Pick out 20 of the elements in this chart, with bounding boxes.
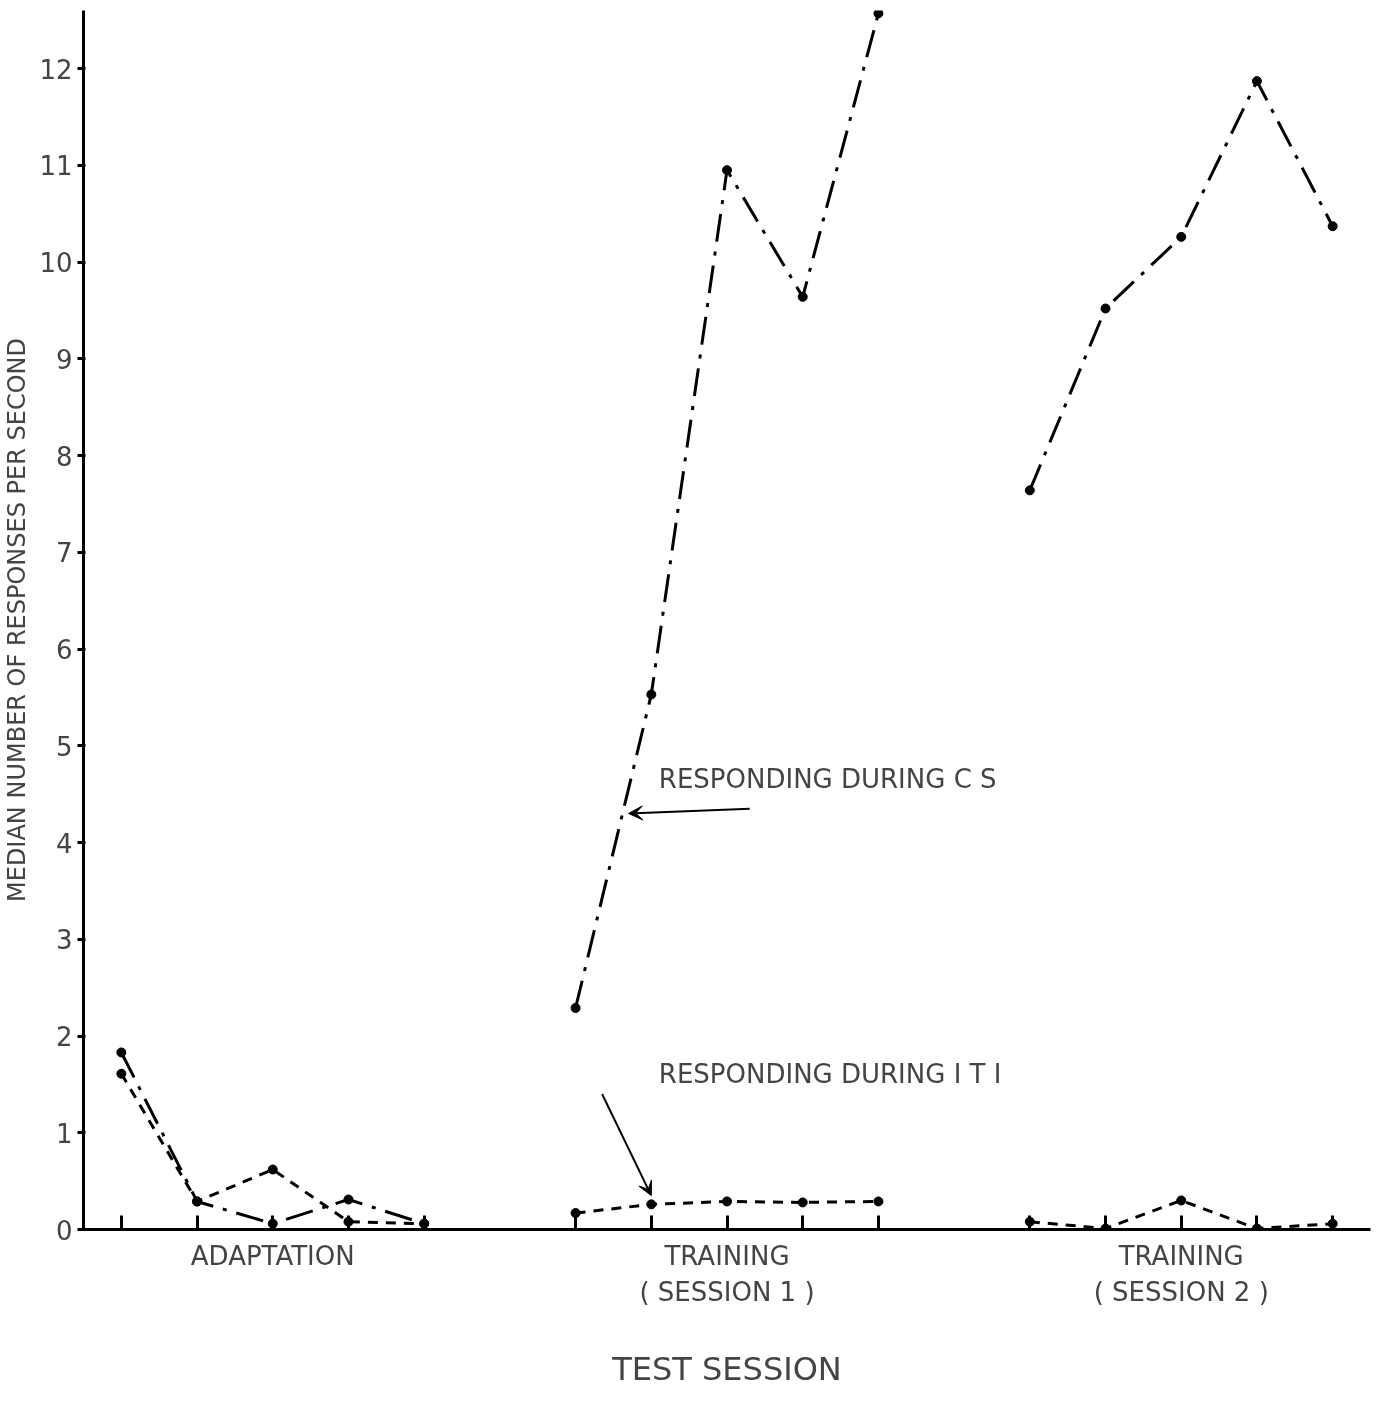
annotation: RESPONDING DURING I T I bbox=[658, 1059, 1002, 1090]
y-tick-label: 12 bbox=[39, 54, 73, 85]
y-tick-label: 11 bbox=[39, 151, 73, 182]
y-tick-label: 6 bbox=[55, 635, 73, 666]
annotation: RESPONDING DURING C S bbox=[658, 764, 997, 795]
y-tick-label: 0 bbox=[55, 1215, 73, 1246]
y-tick-label: 10 bbox=[39, 248, 73, 279]
y-tick-label: 9 bbox=[55, 344, 73, 375]
y-tick-label: 2 bbox=[55, 1022, 73, 1053]
text: TRAINING ( SESSION 1 ) bbox=[639, 1240, 815, 1307]
text: TRAINING ( SESSION 2 ) bbox=[1093, 1240, 1269, 1307]
text: ADAPTATION bbox=[190, 1240, 355, 1271]
x-axis-title: TEST SESSION bbox=[611, 1349, 842, 1388]
y-tick-label: 8 bbox=[55, 441, 73, 472]
y-axis-title: MEDIAN NUMBER OF RESPONSES PER SECOND bbox=[3, 337, 32, 902]
y-tick-label: 1 bbox=[55, 1118, 73, 1149]
y-tick-label: 5 bbox=[55, 731, 73, 762]
y-tick-label: 3 bbox=[55, 925, 73, 956]
y-tick-label: 7 bbox=[55, 538, 73, 569]
y-tick-label: 4 bbox=[55, 828, 73, 859]
